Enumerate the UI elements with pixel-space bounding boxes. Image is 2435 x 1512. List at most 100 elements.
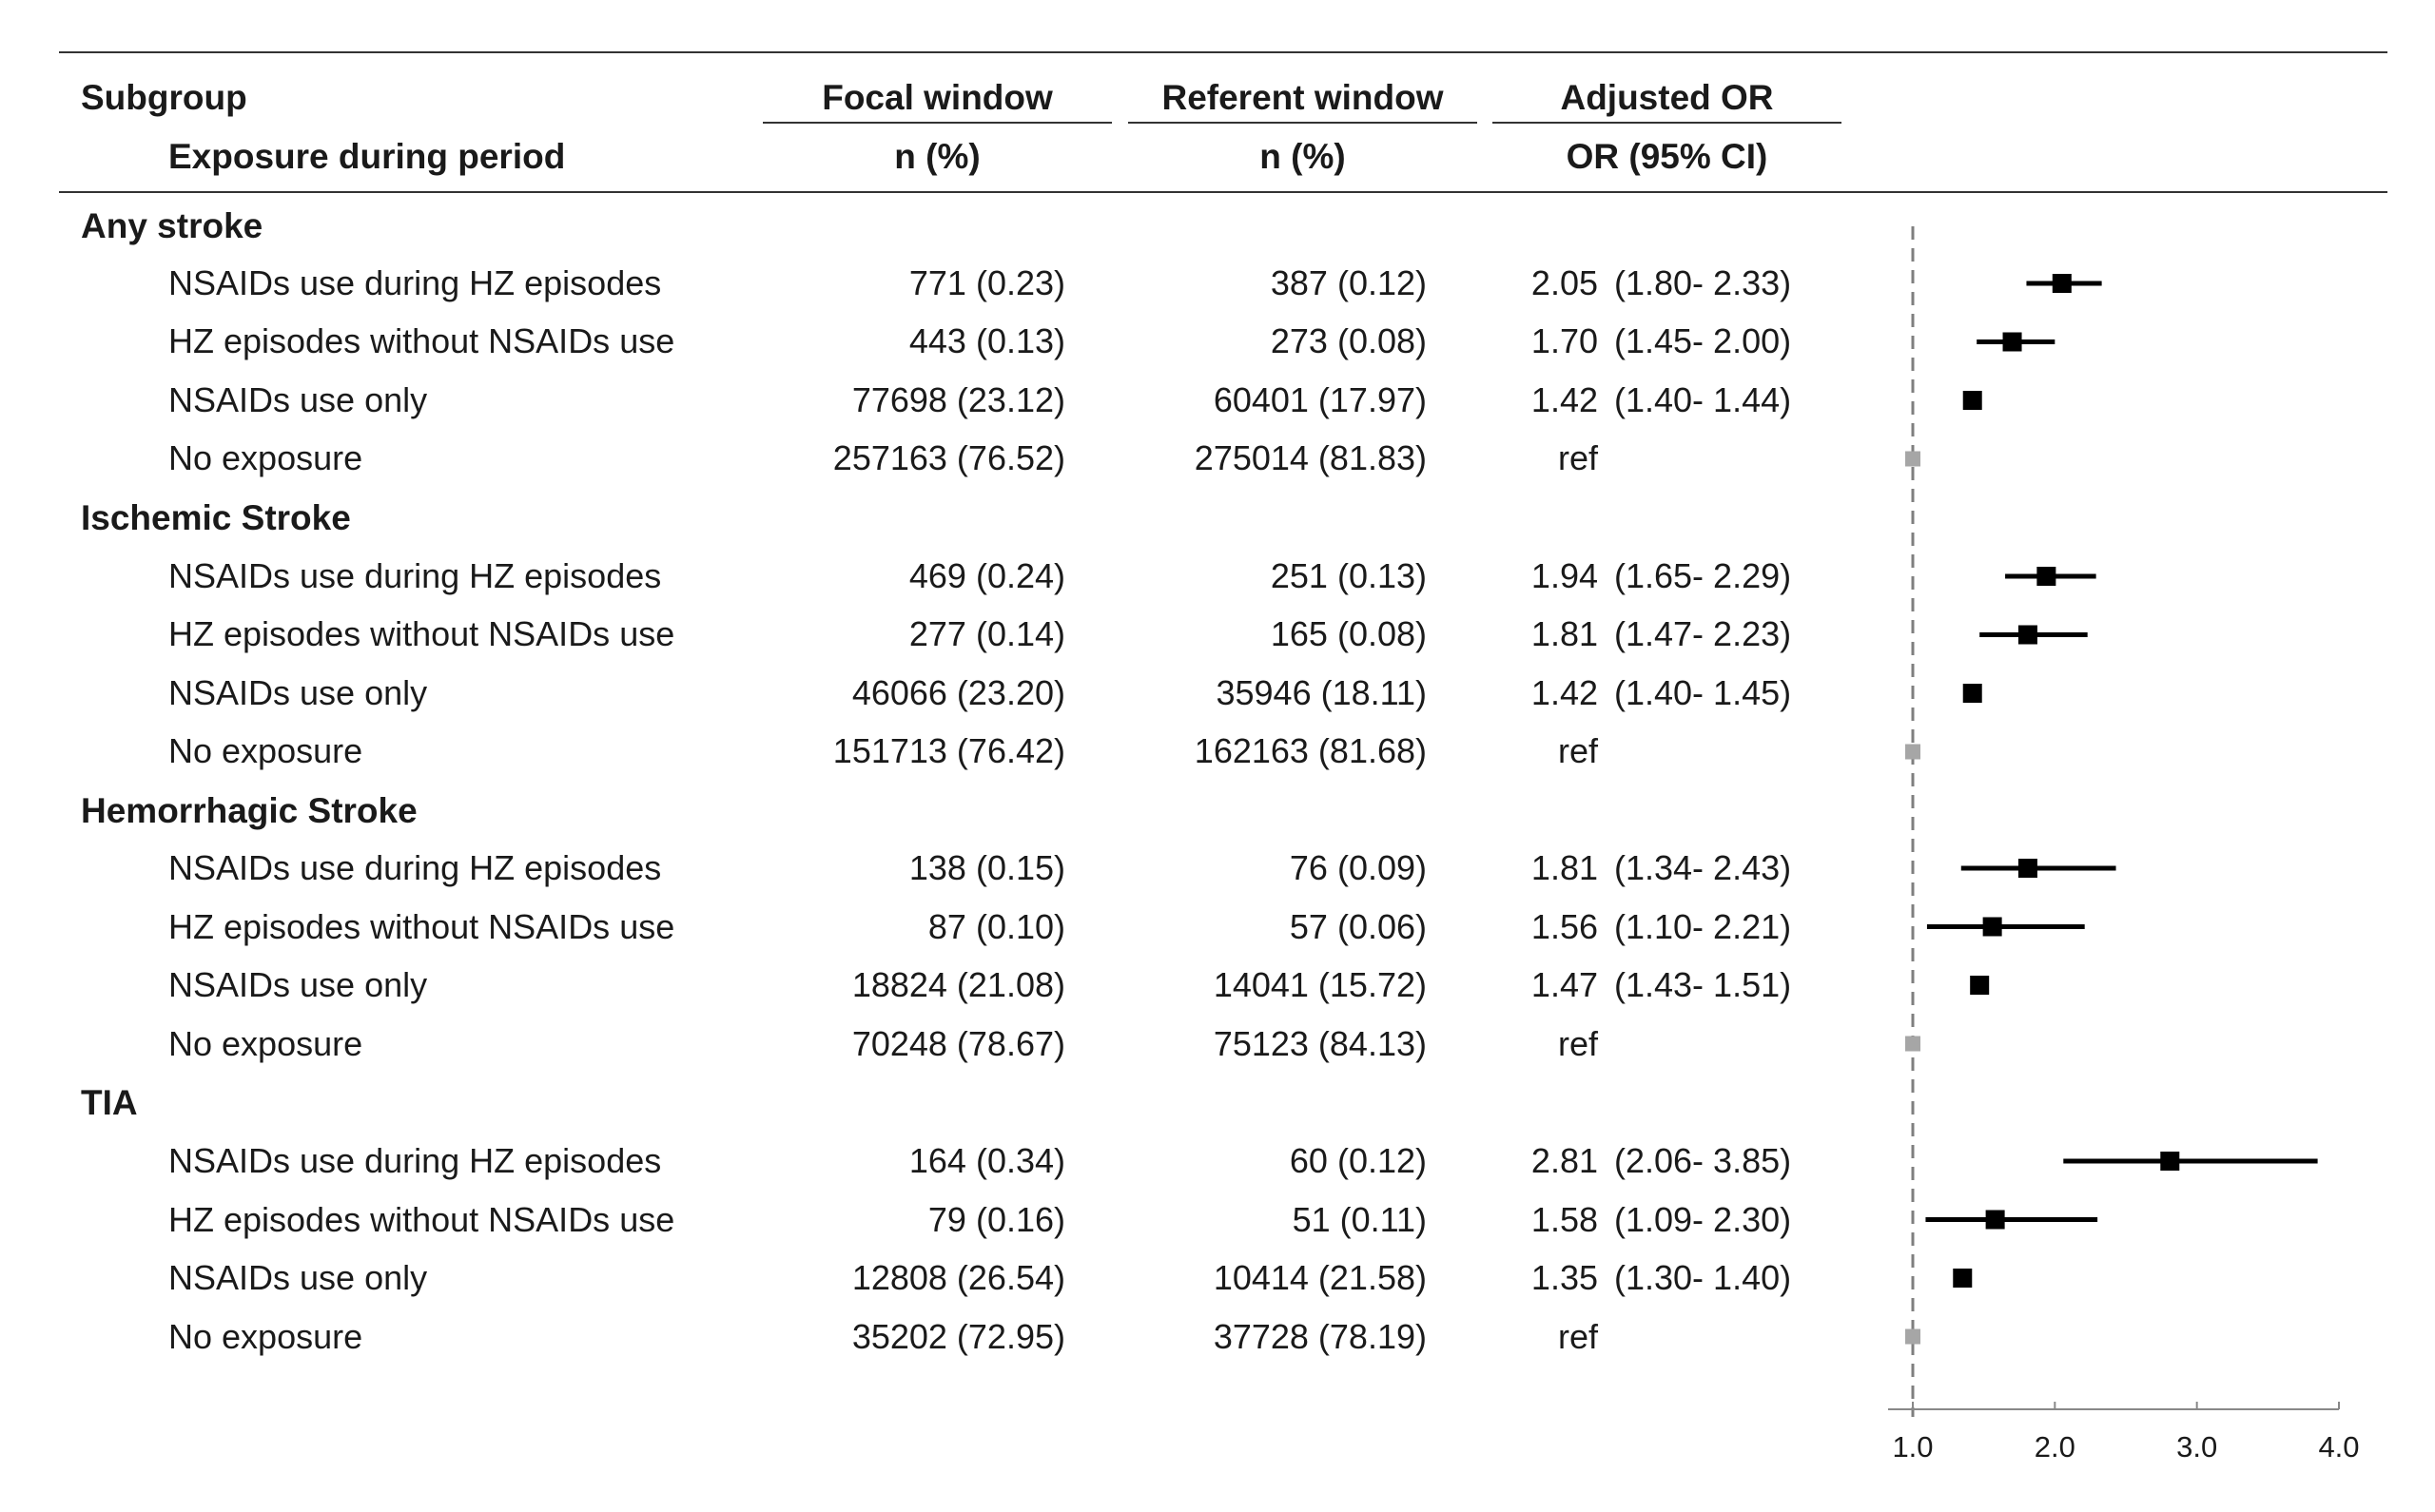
focal-value: 771 (0.23) [908, 263, 1065, 302]
ci-value: (1.34- 2.43) [1614, 848, 1792, 887]
or-value: 1.94 [1530, 556, 1598, 595]
focal-window-header: Focal window [822, 78, 1053, 117]
group-label: TIA [81, 1083, 138, 1122]
group-label: Hemorrhagic Stroke [81, 791, 418, 830]
exposure-header: Exposure during period [168, 137, 566, 176]
referent-value: 251 (0.13) [1270, 556, 1427, 595]
or-point [1985, 1210, 2005, 1230]
or-value: 1.81 [1530, 848, 1598, 887]
ci-value: (1.43- 1.51) [1614, 965, 1792, 1004]
or-point [1982, 917, 2002, 937]
adjusted-header-underline [1492, 122, 1841, 124]
subgroup-header: Subgroup [81, 78, 247, 117]
reference-marker [1905, 744, 1920, 760]
referent-value: 75123 (84.13) [1213, 1024, 1427, 1063]
or-value: 1.70 [1530, 321, 1598, 360]
focal-value: 257163 (76.52) [832, 438, 1065, 477]
reference-marker [1905, 1328, 1920, 1345]
focal-value: 164 (0.34) [908, 1141, 1065, 1180]
referent-value: 76 (0.09) [1289, 848, 1427, 887]
referent-value: 60 (0.12) [1289, 1141, 1427, 1180]
or-point [2052, 274, 2072, 293]
referent-value: 275014 (81.83) [1194, 438, 1427, 477]
focal-value: 70248 (78.67) [851, 1024, 1065, 1063]
row-label: HZ episodes without NSAIDs use [168, 1200, 675, 1239]
row-label: NSAIDs use only [168, 673, 428, 712]
or-value: 1.42 [1530, 380, 1598, 419]
referent-header-underline [1128, 122, 1477, 124]
focal-value: 12808 (26.54) [851, 1258, 1065, 1297]
row-label: NSAIDs use during HZ episodes [168, 848, 662, 887]
or-value: ref [1557, 731, 1598, 770]
row-label: No exposure [168, 731, 363, 770]
row-label: NSAIDs use during HZ episodes [168, 1141, 662, 1180]
ci-value: (1.47- 2.23) [1614, 614, 1792, 653]
or-value: 1.42 [1530, 673, 1598, 712]
or-value: 1.56 [1530, 907, 1598, 946]
row-label: NSAIDs use only [168, 380, 428, 419]
focal-value: 18824 (21.08) [851, 965, 1065, 1004]
ci-value: (1.40- 1.44) [1614, 380, 1792, 419]
x-tick-label: 2.0 [2035, 1430, 2075, 1464]
referent-value: 37728 (78.19) [1213, 1317, 1427, 1356]
row-label: NSAIDs use only [168, 965, 428, 1004]
row-label: No exposure [168, 1024, 363, 1063]
reference-marker [1905, 451, 1920, 467]
referent-value: 162163 (81.68) [1194, 731, 1427, 770]
referent-value: 10414 (21.58) [1213, 1258, 1427, 1297]
focal-value: 87 (0.10) [927, 907, 1065, 946]
row-label: HZ episodes without NSAIDs use [168, 907, 675, 946]
referent-window-subheader: n (%) [1259, 137, 1346, 176]
row-label: No exposure [168, 438, 363, 477]
referent-value: 51 (0.11) [1292, 1200, 1427, 1239]
ci-value: (1.65- 2.29) [1614, 556, 1792, 595]
adjusted-or-header: Adjusted OR [1560, 78, 1774, 117]
or-point [1953, 1269, 1973, 1288]
referent-value: 165 (0.08) [1270, 614, 1427, 653]
row-label: HZ episodes without NSAIDs use [168, 614, 675, 653]
referent-value: 273 (0.08) [1270, 321, 1427, 360]
ci-value: (1.40- 1.45) [1614, 673, 1792, 712]
or-value: 2.81 [1530, 1141, 1598, 1180]
or-point [2160, 1152, 2180, 1171]
row-label: HZ episodes without NSAIDs use [168, 321, 675, 360]
header-bottom-rule [59, 191, 2387, 193]
referent-value: 35946 (18.11) [1216, 673, 1427, 712]
ci-value: (1.10- 2.21) [1614, 907, 1792, 946]
focal-value: 469 (0.24) [908, 556, 1065, 595]
x-tick-label: 1.0 [1892, 1430, 1933, 1464]
or-point [2017, 859, 2037, 878]
adjusted-or-subheader: OR (95% CI) [1566, 137, 1768, 176]
x-tick-label: 3.0 [2176, 1430, 2217, 1464]
referent-window-header: Referent window [1161, 78, 1444, 117]
or-point [2002, 332, 2022, 352]
or-value: 1.35 [1530, 1258, 1598, 1297]
ci-value: (1.80- 2.33) [1614, 263, 1792, 302]
focal-value: 46066 (23.20) [851, 673, 1065, 712]
ci-value: (1.09- 2.30) [1614, 1200, 1792, 1239]
row-label: NSAIDs use only [168, 1258, 428, 1297]
ci-value: (1.45- 2.00) [1614, 321, 1792, 360]
ci-value: (2.06- 3.85) [1614, 1141, 1792, 1180]
or-point [1962, 684, 1982, 703]
or-value: ref [1557, 1317, 1598, 1356]
referent-value: 14041 (15.72) [1213, 965, 1427, 1004]
referent-value: 57 (0.06) [1289, 907, 1427, 946]
focal-value: 35202 (72.95) [851, 1317, 1065, 1356]
focal-header-underline [763, 122, 1112, 124]
focal-value: 79 (0.16) [927, 1200, 1065, 1239]
or-value: 1.47 [1530, 965, 1598, 1004]
ci-value: (1.30- 1.40) [1614, 1258, 1792, 1297]
x-tick-label: 4.0 [2318, 1430, 2359, 1464]
focal-value: 77698 (23.12) [851, 380, 1065, 419]
referent-value: 387 (0.12) [1270, 263, 1427, 302]
or-point [1962, 391, 1982, 410]
focal-value: 151713 (76.42) [832, 731, 1065, 770]
or-value: 1.58 [1530, 1200, 1598, 1239]
or-value: ref [1557, 438, 1598, 477]
row-label: NSAIDs use during HZ episodes [168, 556, 662, 595]
or-value: 1.81 [1530, 614, 1598, 653]
group-label: Any stroke [81, 206, 263, 245]
